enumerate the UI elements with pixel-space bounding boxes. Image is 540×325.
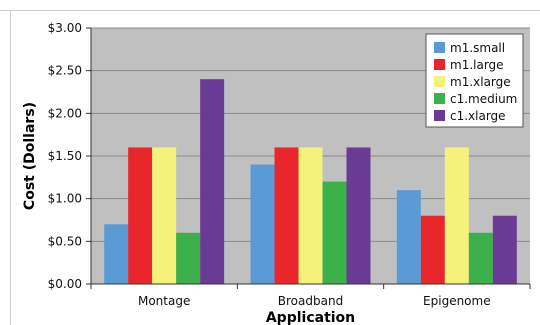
y-tick-label: $3.00 [48,21,82,35]
x-tick-label: Montage [138,294,190,308]
x-axis: Montage Broadband Epigenome [90,283,531,308]
legend-swatch [434,76,445,87]
y-axis-label: Cost (Dollars) [22,102,38,210]
bar [322,181,347,284]
legend-label: m1.xlarge [450,75,511,89]
y-tick-label: $0.50 [48,234,82,248]
bar [492,215,517,284]
legend: m1.small m1.large m1.xlarge c1.medium c1.xla… [425,33,524,128]
legend-swatch [434,93,445,104]
bar [176,232,201,284]
bar [274,147,299,284]
y-tick-label: $2.00 [48,106,82,120]
bar [420,215,445,284]
legend-swatch [434,42,445,53]
legend-label: m1.large [450,58,504,72]
y-tick-label: $0.00 [48,277,82,291]
frame-top-line [0,10,540,11]
y-tick-label: $1.00 [48,192,82,206]
x-tick-label: Broadband [278,294,343,308]
y-tick-label: $2.50 [48,64,82,78]
bar [468,232,493,284]
legend-swatch [434,59,445,70]
legend-label: c1.medium [450,92,517,106]
legend-label: c1.xlarge [450,109,506,123]
bar [346,147,371,284]
bar [152,147,177,284]
legend-label: m1.small [450,41,505,55]
bar [128,147,153,284]
legend-swatch [434,110,445,121]
bar [444,147,469,284]
bar [200,79,225,284]
x-tick-label: Epigenome [423,294,491,308]
bar [250,164,275,284]
y-axis: $0.00 $0.50 $1.00 $1.50 $2.00 $2.50 $3.00 [48,21,92,291]
y-tick-label: $1.50 [48,149,82,163]
bar [298,147,323,284]
x-axis-label: Application [266,310,355,325]
bar [396,190,421,284]
bar [104,224,129,284]
frame-left-line [10,10,11,325]
bars [104,79,517,284]
